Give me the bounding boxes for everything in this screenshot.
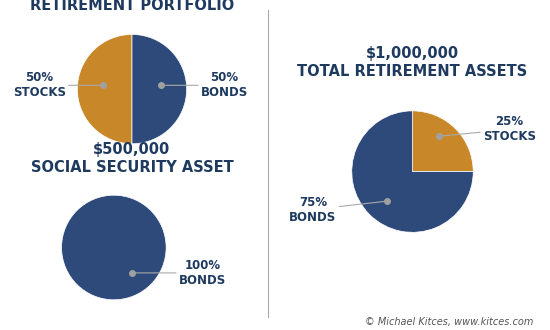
Text: 50%
STOCKS: 50% STOCKS — [13, 71, 103, 99]
Text: © Michael Kitces, www.kitces.com: © Michael Kitces, www.kitces.com — [365, 317, 534, 327]
Text: 25%
STOCKS: 25% STOCKS — [439, 115, 536, 144]
Text: 75%
BONDS: 75% BONDS — [289, 196, 387, 223]
Title: $500,000
RETIREMENT PORTFOLIO: $500,000 RETIREMENT PORTFOLIO — [30, 0, 234, 13]
Title: $500,000
SOCIAL SECURITY ASSET: $500,000 SOCIAL SECURITY ASSET — [31, 143, 233, 175]
Text: 50%
BONDS: 50% BONDS — [161, 71, 248, 99]
Title: $1,000,000
TOTAL RETIREMENT ASSETS: $1,000,000 TOTAL RETIREMENT ASSETS — [298, 47, 527, 79]
Wedge shape — [352, 111, 473, 232]
Wedge shape — [412, 111, 473, 172]
Wedge shape — [78, 34, 132, 144]
Wedge shape — [132, 34, 186, 144]
Wedge shape — [62, 195, 166, 300]
Text: 100%
BONDS: 100% BONDS — [132, 259, 226, 287]
